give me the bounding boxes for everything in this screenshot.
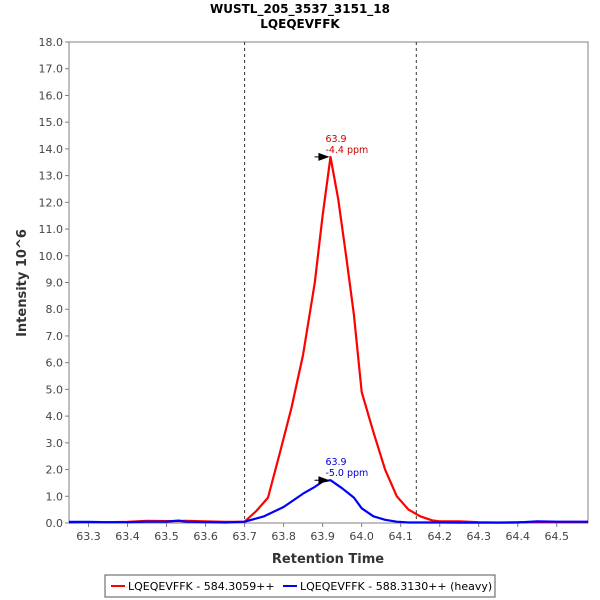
peak-annotation-ppm: -5.0 ppm [325,468,368,479]
peak-marker-arrow [318,152,330,161]
x-tick-label: 64.4 [506,530,531,543]
peak-annotation-ppm: -4.4 ppm [325,145,368,156]
y-tick-label: 17.0 [39,63,64,76]
x-tick-label: 64.2 [427,530,452,543]
y-tick-label: 9.0 [46,277,64,290]
y-tick-label: 12.0 [39,196,64,209]
x-tick-label: 64.3 [466,530,491,543]
y-tick-label: 6.0 [46,357,64,370]
x-tick-label: 64.1 [388,530,413,543]
series-line-heavy [69,479,588,524]
x-tick-label: 63.4 [115,530,140,543]
x-tick-label: 63.7 [232,530,257,543]
y-tick-label: 3.0 [46,437,64,450]
peak-marker-arrow [318,476,330,485]
x-tick-label: 64.5 [545,530,570,543]
y-tick-label: 10.0 [39,250,64,263]
y-tick-label: 8.0 [46,303,64,316]
x-tick-label: 63.5 [154,530,179,543]
y-axis-label: Intensity 10^6 [15,229,30,337]
x-tick-label: 63.9 [310,530,335,543]
y-tick-label: 14.0 [39,143,64,156]
y-tick-label: 2.0 [46,464,64,477]
y-tick-label: 16.0 [39,89,64,102]
y-tick-label: 15.0 [39,116,64,129]
x-tick-label: 63.6 [193,530,218,543]
legend-box [104,574,496,598]
y-tick-label: 0.0 [46,517,64,530]
x-tick-label: 63.8 [271,530,296,543]
legend: LQEQEVFFK - 584.3059++ LQEQEVFFK - 588.3… [104,574,496,598]
y-tick-label: 13.0 [39,170,64,183]
plot-area: 0.0 1.0 2.0 3.0 4.0 5.0 6.0 7.0 8.0 9.0 10.0 11.0 12… [39,36,589,543]
legend-entry-light: LQEQEVFFK - 584.3059++ [128,580,275,593]
y-tick-label: 5.0 [46,383,64,396]
y-tick-label: 7.0 [46,330,64,343]
chart-title: WUSTL_205_3537_3151_18 [210,2,390,17]
x-tick-label: 64.0 [349,530,374,543]
plot-frame [68,41,589,524]
peak-annotation-time: 63.9 [325,457,346,468]
x-tick-label: 63.3 [76,530,101,543]
x-axis-label: Retention Time [272,552,384,567]
legend-entry-heavy: LQEQEVFFK - 588.3130++ (heavy) [300,580,492,593]
chart-subtitle: LQEQEVFFK [260,17,340,31]
y-tick-label: 11.0 [39,223,64,236]
y-tick-label: 1.0 [46,490,64,503]
peak-annotation-time: 63.9 [325,134,346,145]
y-tick-label: 4.0 [46,410,64,423]
y-tick-label: 18.0 [39,36,64,49]
